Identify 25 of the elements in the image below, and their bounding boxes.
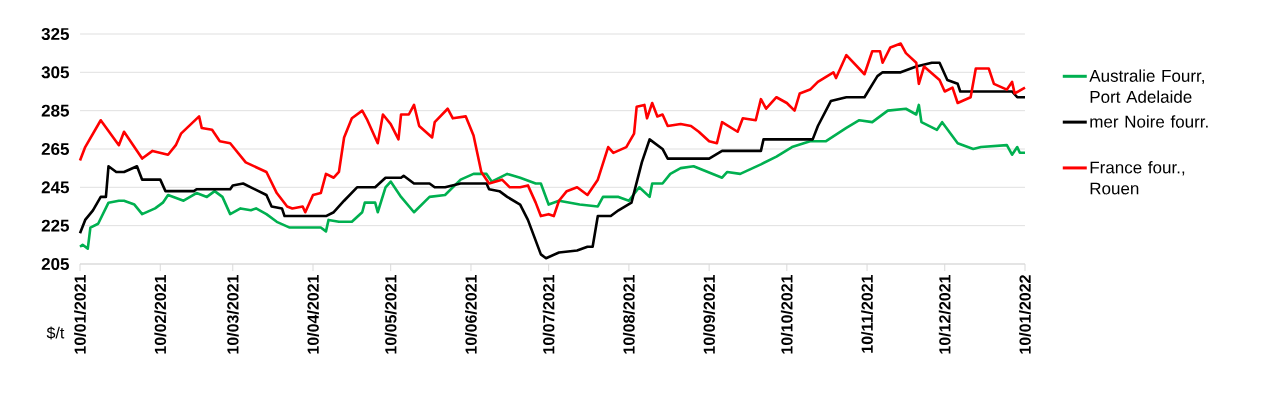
y-tick-label: 225 bbox=[41, 219, 70, 232]
y-tick-label: 325 bbox=[41, 27, 70, 41]
x-tick-label: 10/07/2021 bbox=[542, 274, 555, 354]
y-axis-title: $/t bbox=[46, 326, 65, 340]
x-tick-label: 10/01/2021 bbox=[74, 274, 86, 354]
legend-label: mer Noire fourr. bbox=[1090, 115, 1208, 128]
x-tick-label: 10/12/2021 bbox=[938, 274, 951, 354]
line-series bbox=[78, 61, 1027, 260]
x-tick-label: 10/10/2021 bbox=[780, 274, 793, 354]
y-tick-label: 305 bbox=[41, 66, 70, 79]
y-tick-label: 265 bbox=[41, 142, 70, 156]
x-tick-label: 10/09/2021 bbox=[703, 274, 716, 354]
x-tick-label: 10/08/2021 bbox=[622, 274, 635, 354]
y-tick-label: 205 bbox=[41, 257, 70, 271]
x-tick-label: 10/06/2021 bbox=[465, 274, 477, 354]
x-tick-label: 10/02/2021 bbox=[154, 274, 167, 354]
y-tick-label: 285 bbox=[41, 104, 70, 117]
x-tick-label: 10/05/2021 bbox=[384, 274, 397, 354]
y-tick-label: 245 bbox=[41, 181, 70, 194]
x-tick-label: 10/04/2021 bbox=[307, 274, 319, 354]
line-series bbox=[78, 42, 1027, 218]
x-tick-label: 10/11/2021 bbox=[861, 274, 874, 353]
legend-label: France four., Rouen bbox=[1090, 161, 1185, 195]
x-tick-label: 10/01/2022 bbox=[1019, 275, 1031, 354]
x-tick-label: 10/03/2021 bbox=[226, 274, 239, 354]
